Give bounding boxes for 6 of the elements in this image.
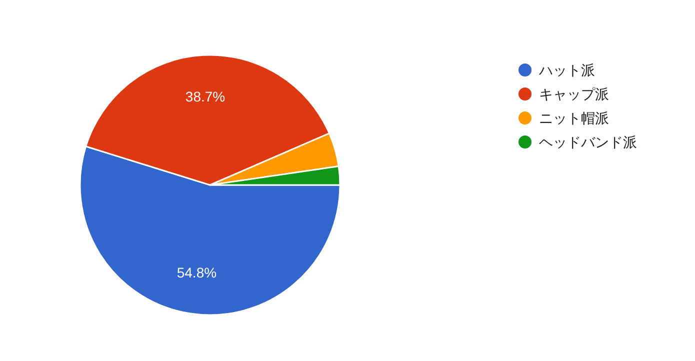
legend-label: キャップ派 [539, 86, 609, 102]
legend-label: ハット派 [538, 62, 595, 78]
legend-label: ニット帽派 [539, 110, 609, 126]
data-label: 54.8% [176, 264, 217, 280]
legend-label: ヘッドバンド派 [539, 134, 637, 150]
data-label: 38.7% [185, 88, 226, 105]
